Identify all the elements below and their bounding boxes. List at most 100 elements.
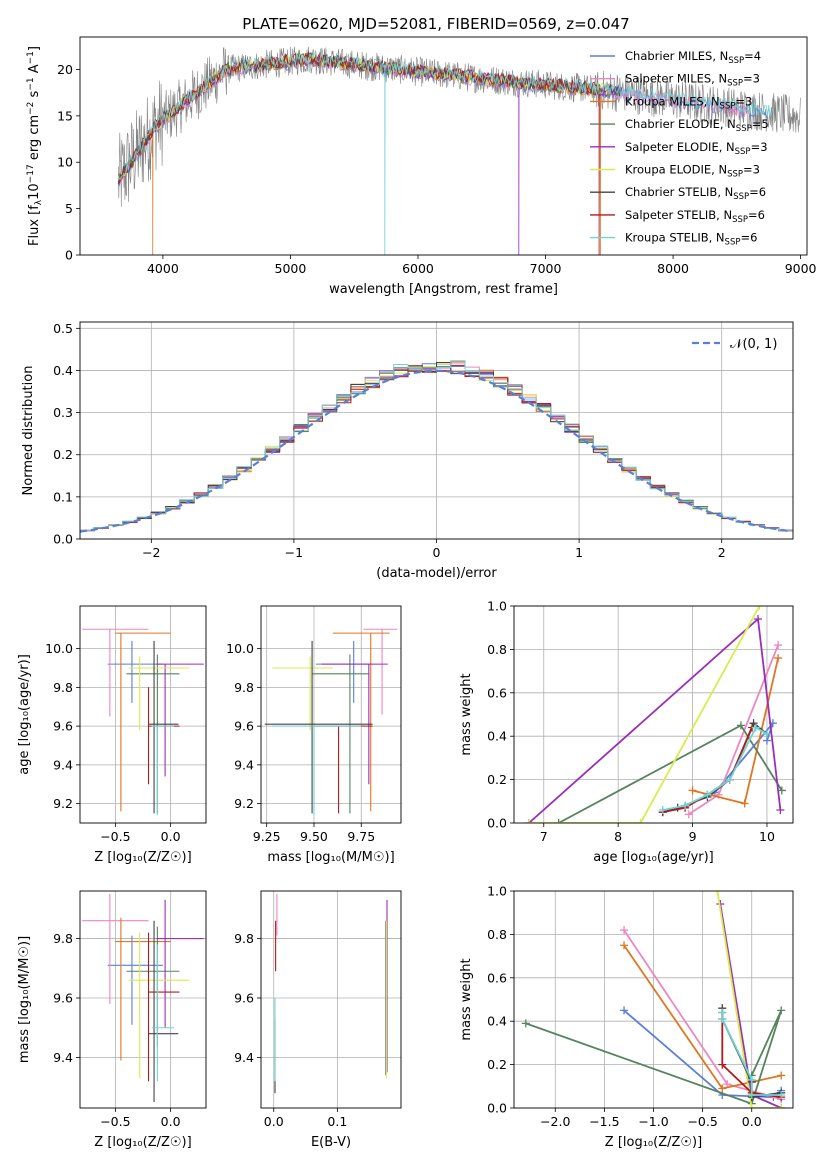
axes-frame (79, 890, 207, 1109)
x-tick-label: 7000 (530, 261, 562, 276)
weight-series-3 (554, 721, 786, 823)
weight-marker (755, 606, 764, 610)
x-tick-label: 2 (718, 545, 726, 560)
axes-frame (260, 890, 402, 1109)
y-tick-label: 9.6 (53, 991, 73, 1006)
x-tick-label: 5000 (275, 261, 307, 276)
x-tick-label: 0.1 (327, 1114, 347, 1129)
x-axis-label: Z [log₁₀(Z/Z☉)] (605, 1135, 702, 1150)
weight-marker (736, 721, 745, 730)
errorbar-point-5 (128, 932, 190, 1079)
y-tick-label: 15 (57, 108, 73, 123)
y-tick-label: 0.8 (487, 642, 507, 657)
legend-label-3: Chabrier ELODIE, NSSP=5 (625, 117, 769, 134)
weight-series-2 (620, 941, 786, 1093)
weight-series-4 (524, 615, 785, 823)
weight-series-8 (718, 1008, 786, 1099)
weight-marker (713, 891, 722, 895)
x-tick-label: 9.50 (300, 829, 328, 844)
errorbar-point-5 (128, 656, 190, 730)
errorbar-point-1 (82, 893, 149, 1004)
weight-line (716, 891, 782, 1108)
y-tick-label: 1.0 (487, 599, 507, 614)
y-tick-label: 0.4 (487, 1014, 507, 1029)
y-tick-label: 9.4 (234, 757, 254, 772)
weight-marker (718, 1060, 727, 1069)
y-tick-label: 0.5 (53, 321, 73, 336)
y-tick-label: 9.4 (234, 1050, 254, 1065)
legend-label-1: Salpeter MILES, NSSP=3 (625, 72, 760, 89)
weight-marker (554, 819, 563, 823)
x-tick-label: 9 (689, 829, 697, 844)
x-tick-label: −0.5 (687, 1114, 717, 1129)
errorbar-point-6 (148, 640, 179, 814)
x-tick-label: 0.0 (264, 1114, 284, 1129)
y-tick-label: 9.8 (234, 931, 254, 946)
weight-marker (703, 790, 712, 799)
y-tick-label: 0.1 (53, 489, 73, 504)
axes-frame (79, 321, 794, 540)
axes-frame (513, 890, 794, 1109)
weight-marker (620, 926, 629, 935)
panel-weight_vs_Z: −2.0 −1.5 −1.0 −0.5 0.0 0.0 0.2 0.4 0.6 0.8 1.0 Z [… (459, 884, 794, 1150)
weight-marker (688, 786, 697, 795)
weight-marker (777, 1090, 786, 1099)
plot-body-mass_vs_Z (82, 893, 204, 1103)
x-tick-label: 8 (614, 829, 622, 844)
x-axis-label: Z [log₁₀(Z/Z☉)] (94, 1135, 191, 1150)
x-tick-label: 9.75 (347, 829, 375, 844)
y-tick-label: 0.6 (487, 970, 507, 985)
y-tick-label: 0.4 (487, 729, 507, 744)
y-axis-label: mass weight (459, 958, 474, 1040)
plot-body-weight_vs_Z (521, 891, 786, 1108)
panel-mass_vs_EBV: 0.0 0.1 9.4 9.6 9.8 E(B-V) (234, 890, 402, 1150)
y-tick-label: 0 (65, 248, 73, 263)
x-tick-label: 0 (433, 545, 441, 560)
legend-label-0: Chabrier MILES, NSSP=4 (625, 49, 761, 66)
panel-mass_vs_Z: −0.5 0.0 9.4 9.6 9.8 Z [log₁₀(Z/Z☉)] mass [log… (17, 890, 207, 1150)
y-tick-label: 9.6 (234, 991, 254, 1006)
weight-marker (777, 1071, 786, 1080)
weight-marker (774, 654, 783, 663)
y-tick-label: 0.0 (487, 816, 507, 831)
x-tick-label: 9000 (785, 261, 817, 276)
weight-series-6 (658, 719, 771, 817)
weight-line (662, 726, 768, 811)
y-tick-label: 9.2 (53, 796, 73, 811)
x-tick-label: −2 (142, 545, 160, 560)
y-tick-label: 1.0 (487, 884, 507, 899)
errorbar-point-7 (310, 725, 373, 814)
weight-marker (658, 805, 667, 814)
weight-marker (521, 1019, 530, 1028)
errorbar-point-7 (147, 687, 180, 785)
y-axis-label: Normed distribution (21, 366, 36, 496)
x-tick-label: 0.0 (161, 829, 181, 844)
x-tick-label: −2.0 (540, 1114, 570, 1129)
y-tick-label: 9.6 (53, 719, 73, 734)
legend-label-4: Salpeter ELODIE, NSSP=3 (625, 140, 768, 157)
weight-marker (777, 1104, 786, 1108)
y-tick-label: 0.4 (53, 363, 73, 378)
errorbar-point-3 (126, 654, 180, 814)
errorbar-point-1 (82, 628, 149, 717)
x-tick-label: −1 (285, 545, 303, 560)
weight-marker (777, 1006, 786, 1015)
weight-marker (718, 1084, 727, 1093)
x-tick-label: 10 (759, 829, 775, 844)
normal-curve (80, 369, 791, 533)
weight-marker (718, 1015, 727, 1024)
errorbar-point-4 (156, 899, 204, 1028)
y-tick-label: 9.8 (53, 931, 73, 946)
weight-marker (681, 801, 690, 810)
y-tick-label: 0.3 (53, 405, 73, 420)
errorbar-point-5 (272, 656, 333, 730)
y-tick-label: 0.2 (53, 447, 73, 462)
weight-marker (751, 723, 760, 732)
errorbar-point-8 (272, 725, 362, 816)
weight-series-0 (658, 719, 777, 817)
y-axis-label: mass weight (459, 673, 474, 755)
x-tick-label: 1 (575, 545, 583, 560)
panel-age_vs_Z: −0.5 0.0 9.2 9.4 9.6 9.8 10.0 Z [log₁₀(Z/Z☉)] ag… (17, 605, 207, 865)
errorbar-point-2 (115, 632, 171, 812)
weight-series-5 (713, 891, 786, 1108)
